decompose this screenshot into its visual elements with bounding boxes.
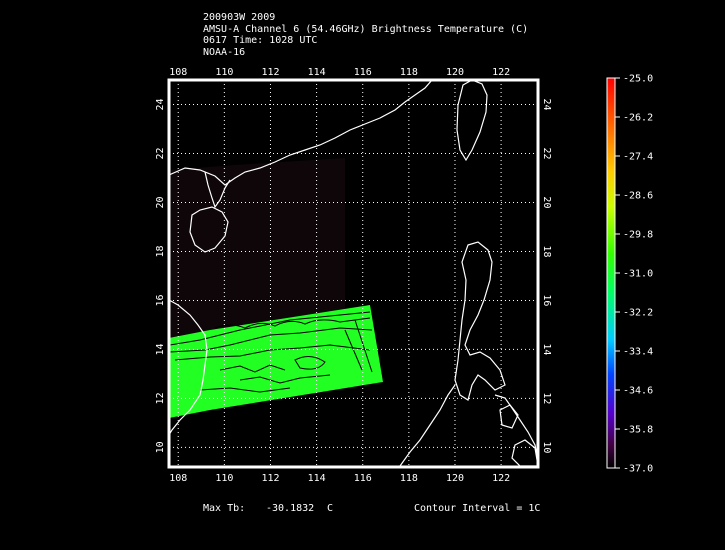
lon-tick-bottom: 122 [492, 473, 510, 484]
lon-tick-bottom: 118 [400, 473, 418, 484]
lon-tick-bottom: 108 [169, 473, 187, 484]
lon-tick-bottom: 112 [261, 473, 279, 484]
coast-taiwan [456, 80, 488, 162]
coast-panay [499, 404, 519, 429]
lat-tick-left: 14 [155, 343, 166, 355]
map-frame [167, 78, 540, 469]
lon-tick-labels-bottom: 108 110 112 114 116 118 120 122 [169, 473, 510, 484]
max-tb-value: -30.1832 [266, 503, 315, 514]
lat-tick-left: 16 [155, 294, 166, 306]
lat-tick-right: 12 [541, 392, 552, 404]
colorbar-label: -25.0 [623, 74, 653, 85]
title-channel: AMSU-A Channel 6 (54.46GHz) Brightness T… [203, 23, 529, 35]
coast-leizhou [204, 171, 231, 209]
max-tb-label: Max Tb: [203, 503, 246, 514]
chart-title-block: 200903W 2009 AMSU-A Channel 6 (54.46GHz)… [203, 12, 528, 58]
lon-tick-top: 122 [492, 67, 510, 78]
swath-dark-region [169, 158, 345, 340]
swath-warm-band [169, 305, 383, 418]
coast-mindoro-palawan [399, 384, 456, 467]
lon-tick-labels-top: 108 110 112 114 116 118 120 122 [169, 67, 510, 78]
lon-tick-bottom: 110 [215, 473, 233, 484]
lon-tick-top: 112 [261, 67, 279, 78]
colorbar-label: -29.8 [623, 230, 653, 241]
lon-tick-top: 110 [215, 67, 233, 78]
colorbar-label: -31.0 [623, 269, 653, 280]
colorbar-label: -26.2 [623, 113, 653, 124]
graticule [169, 80, 538, 467]
lat-tick-left: 12 [155, 392, 166, 404]
colorbar-label: -33.4 [623, 347, 653, 358]
lon-tick-bottom: 120 [446, 473, 464, 484]
contour-interval: Contour Interval = 1C [414, 503, 541, 514]
lon-tick-bottom: 116 [354, 473, 372, 484]
colorbar-label: -35.8 [623, 425, 653, 436]
lat-tick-right: 10 [541, 441, 552, 453]
lat-tick-left: 22 [155, 147, 166, 159]
lat-tick-left: 10 [155, 441, 166, 453]
colorbar-label: -28.6 [623, 191, 653, 202]
lat-tick-left: 18 [155, 245, 166, 257]
colorbar [606, 77, 616, 469]
lon-tick-bottom: 114 [308, 473, 326, 484]
lat-tick-right: 22 [541, 147, 552, 159]
lat-tick-left: 20 [155, 196, 166, 208]
colorbar-label: -32.2 [623, 308, 653, 319]
coastlines [169, 80, 538, 467]
lon-tick-top: 114 [308, 67, 326, 78]
lat-tick-right: 14 [541, 343, 552, 355]
swath-layer [169, 158, 383, 418]
colorbar-label: -37.0 [623, 464, 653, 475]
colorbar-label: -27.4 [623, 152, 653, 163]
coast-luzon [454, 241, 506, 401]
lon-tick-top: 118 [400, 67, 418, 78]
title-storm-year: 200903W 2009 [203, 12, 276, 23]
title-time: 0617 Time: 1028 UTC [203, 35, 318, 46]
lon-tick-top: 116 [354, 67, 372, 78]
lat-tick-left: 24 [155, 98, 166, 110]
lat-tick-right: 16 [541, 294, 552, 306]
lat-tick-right: 24 [541, 98, 552, 110]
title-satellite: NOAA-16 [203, 46, 246, 58]
coast-vietnam [169, 299, 208, 436]
coast-mindanao [511, 439, 538, 467]
lon-tick-top: 120 [446, 67, 464, 78]
lat-tick-labels-right: 10 12 14 16 18 20 22 24 [541, 98, 552, 453]
lon-tick-top: 108 [169, 67, 187, 78]
lat-tick-right: 20 [541, 196, 552, 208]
lat-tick-right: 18 [541, 245, 552, 257]
colorbar-label: -34.6 [623, 386, 653, 397]
max-tb-unit: C [327, 503, 334, 514]
contour-lines [169, 311, 373, 393]
coast-hainan [189, 206, 229, 253]
lat-tick-labels-left: 10 12 14 16 18 20 22 24 [155, 98, 166, 453]
colorbar-labels: -25.0 -26.2 -27.4 -28.6 -29.8 -31.0 -32.2 -33.4… [615, 74, 653, 475]
